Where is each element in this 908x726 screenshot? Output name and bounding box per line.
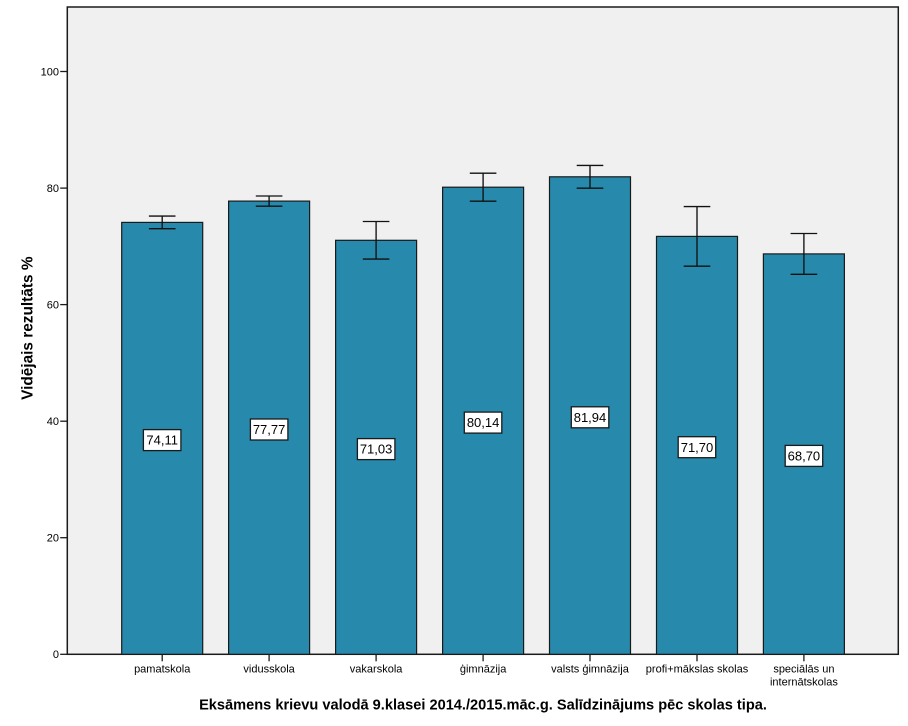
svg-text:74,11: 74,11 [146, 433, 178, 448]
svg-text:ģimnāzija: ģimnāzija [460, 663, 507, 676]
svg-text:Eksāmens krievu valodā 9.klase: Eksāmens krievu valodā 9.klasei 2014./20… [199, 697, 767, 713]
svg-text:vakarskola: vakarskola [350, 664, 403, 676]
svg-text:speciālās un: speciālās un [773, 664, 834, 676]
svg-text:80: 80 [47, 183, 59, 195]
svg-text:60: 60 [47, 300, 59, 312]
svg-text:internātskolas: internātskolas [770, 677, 838, 689]
svg-text:80,14: 80,14 [467, 415, 500, 430]
svg-text:vidusskola: vidusskola [243, 664, 295, 676]
svg-text:100: 100 [41, 66, 59, 78]
svg-text:68,70: 68,70 [788, 449, 821, 464]
svg-text:20: 20 [47, 533, 59, 545]
svg-text:71,03: 71,03 [360, 442, 393, 457]
svg-text:profi+mākslas skolas: profi+mākslas skolas [646, 664, 749, 676]
svg-text:77,77: 77,77 [253, 422, 286, 437]
svg-text:0: 0 [53, 649, 59, 661]
svg-text:81,94: 81,94 [574, 410, 607, 425]
svg-text:40: 40 [47, 416, 59, 428]
svg-text:71,70: 71,70 [681, 440, 714, 455]
svg-text:pamatskola: pamatskola [134, 664, 191, 676]
svg-text:Vidējais rezultāts %: Vidējais rezultāts % [20, 256, 37, 400]
svg-text:valsts ģimnāzija: valsts ģimnāzija [551, 663, 630, 676]
